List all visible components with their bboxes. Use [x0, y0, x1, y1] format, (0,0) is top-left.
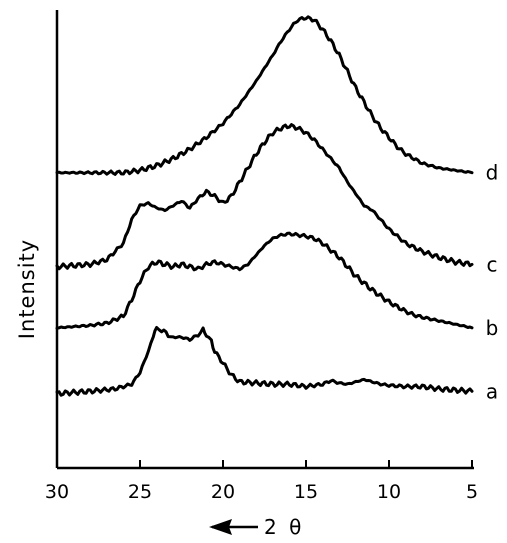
- axes: [55, 10, 474, 470]
- x-tick-label: 10: [377, 481, 401, 503]
- series-c-line: [55, 123, 474, 271]
- series-d-label: d: [486, 161, 499, 185]
- x-tick-label: 20: [211, 481, 235, 503]
- y-axis-label: Intensity: [15, 239, 39, 339]
- series-b-label: b: [486, 316, 499, 340]
- series-c-label: c: [487, 252, 498, 276]
- series-a-label: a: [486, 379, 498, 403]
- x-tick-label: 15: [294, 481, 318, 503]
- x-axis-label-group: 2 θ: [209, 515, 304, 539]
- x-tick-label: 5: [466, 481, 478, 503]
- x-ticks: 30 25 20 15 10 5: [45, 460, 478, 503]
- x-axis-label: 2 θ: [264, 515, 304, 539]
- series-b-line: [55, 231, 474, 330]
- series-labels: a b c d: [486, 161, 499, 404]
- curves: [55, 15, 474, 397]
- x-tick-label: 25: [128, 481, 152, 503]
- x-tick-label: 30: [45, 481, 69, 503]
- left-arrow-head-icon: [209, 519, 232, 535]
- series-d-line: [55, 15, 474, 176]
- series-a-line: [55, 326, 474, 397]
